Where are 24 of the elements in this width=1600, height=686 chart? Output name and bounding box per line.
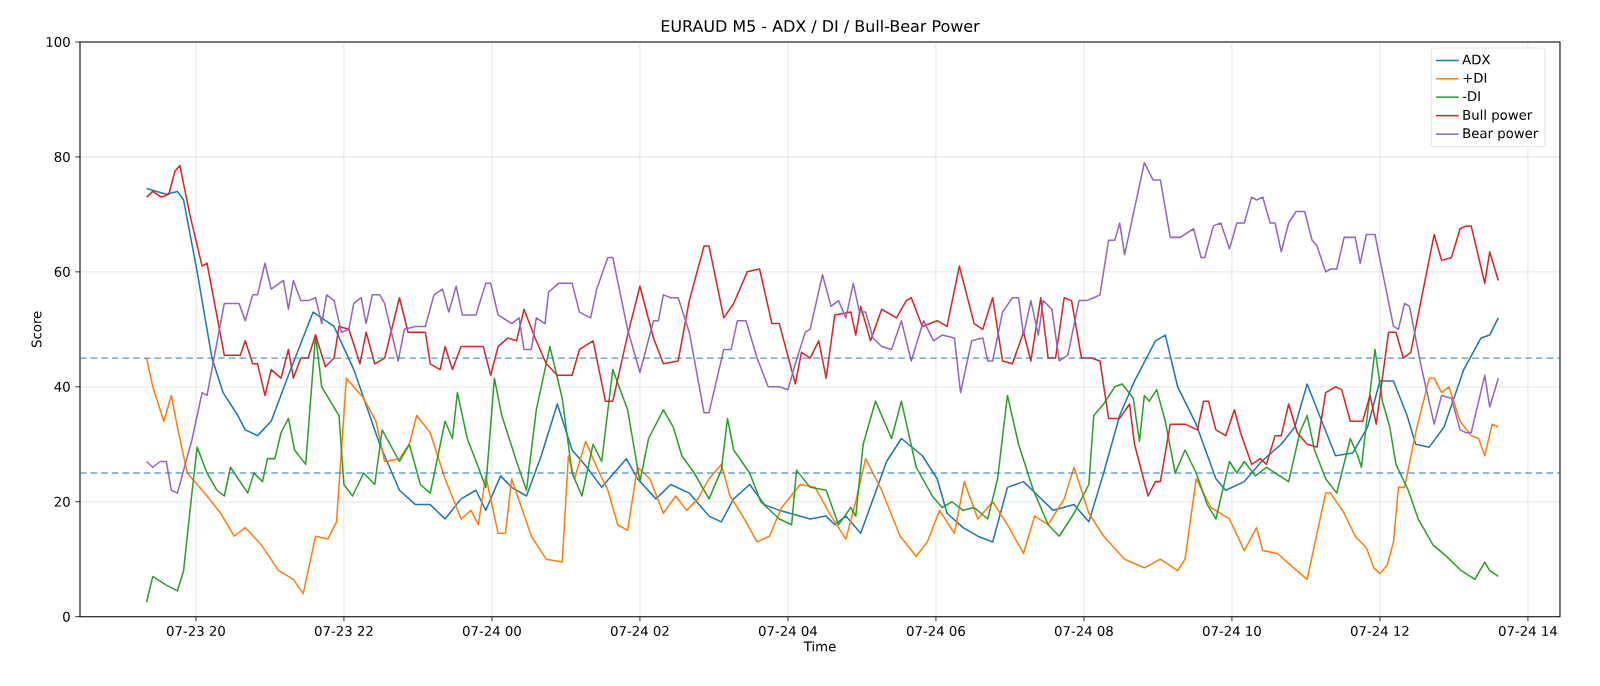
x-tick-label: 07-24 12 bbox=[1350, 625, 1409, 637]
x-axis-title: Time bbox=[803, 641, 836, 652]
x-tick-label: 07-24 02 bbox=[610, 625, 669, 637]
legend-label: Bear power bbox=[1463, 128, 1539, 141]
y-tick-label: 80 bbox=[54, 151, 70, 162]
x-tick-label: 07-24 06 bbox=[906, 625, 965, 637]
y-tick-label: 100 bbox=[46, 36, 70, 48]
x-tick-label: 07-24 04 bbox=[758, 625, 818, 637]
y-axis-title: Score bbox=[31, 311, 42, 348]
y-tick-label: 40 bbox=[54, 381, 70, 392]
x-tick-label: 07-24 08 bbox=[1054, 625, 1113, 637]
x-tick-label: 07-23 20 bbox=[166, 625, 225, 637]
x-tick-label: 07-24 10 bbox=[1202, 625, 1261, 637]
legend-label: Bull power bbox=[1463, 109, 1533, 123]
legend-label: +DI bbox=[1463, 72, 1487, 83]
y-tick-label: 60 bbox=[54, 266, 70, 277]
x-tick-label: 07-24 14 bbox=[1498, 625, 1558, 637]
legend-label: -DI bbox=[1462, 91, 1480, 101]
y-tick-label: 20 bbox=[54, 496, 70, 507]
x-tick-label: 07-23 22 bbox=[314, 625, 373, 637]
chart-title: EURAUD M5 - ADX / DI / Bull-Bear Power bbox=[661, 19, 980, 34]
x-tick-label: 07-24 00 bbox=[462, 625, 521, 637]
legend-label: ADX bbox=[1462, 54, 1491, 65]
y-tick-label: 0 bbox=[63, 611, 70, 622]
